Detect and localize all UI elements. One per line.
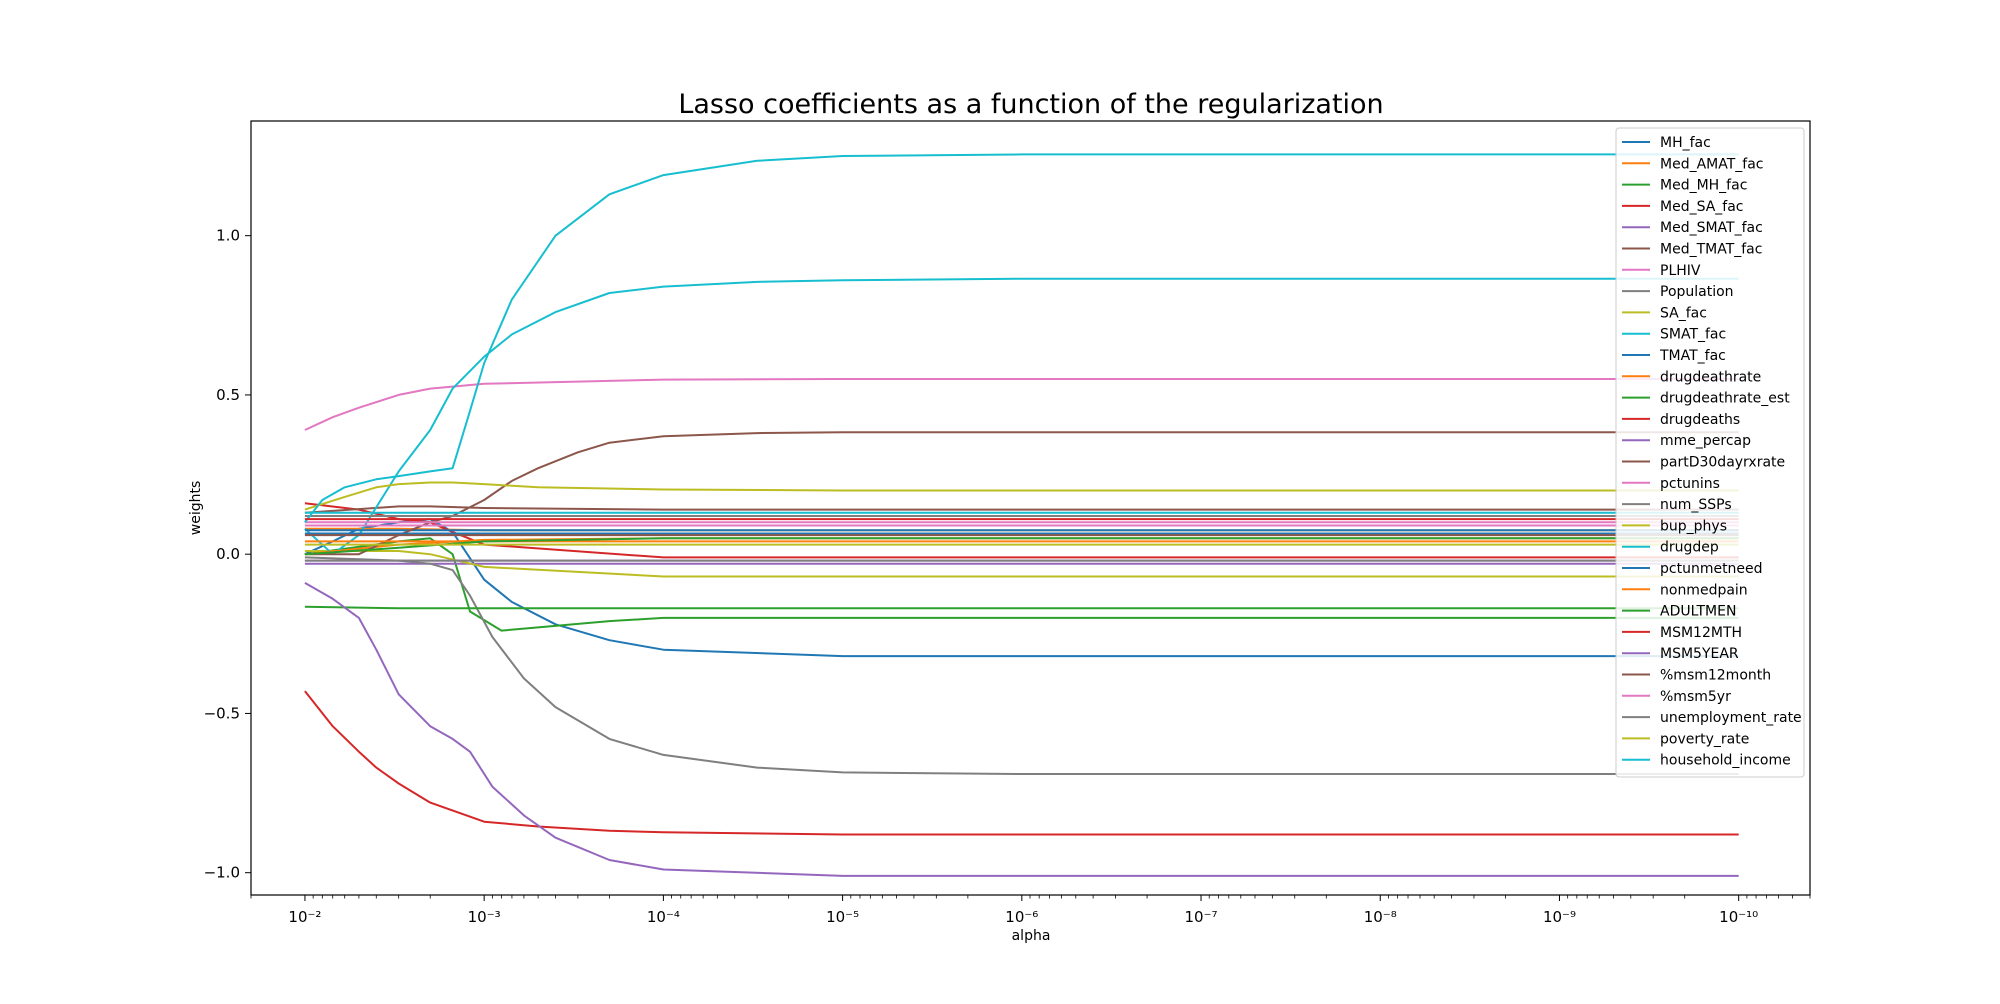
legend-label: drugdeathrate <box>1660 369 1761 385</box>
legend-label: partD30dayrxrate <box>1660 455 1785 471</box>
series-line-2 <box>304 537 1739 632</box>
x-axis-label: alpha <box>1012 928 1051 944</box>
x-tick-label: 10⁻⁹ <box>1543 908 1576 926</box>
legend-label: drugdeathrate_est <box>1660 391 1790 407</box>
x-tick-label: 10⁻¹⁰ <box>1719 908 1758 926</box>
legend-label: mme_percap <box>1660 433 1751 449</box>
series-lines <box>304 153 1739 877</box>
series-line-5 <box>304 505 1739 514</box>
legend-label: Med_MH_fac <box>1660 178 1747 194</box>
legend-label: MH_fac <box>1660 135 1711 151</box>
series-line-7 <box>304 556 1739 775</box>
x-tick-label: 10⁻³ <box>468 908 501 926</box>
legend-label: MSM5YEAR <box>1660 646 1739 662</box>
series-line-14 <box>304 582 1739 877</box>
legend-label: MSM12MTH <box>1660 625 1742 641</box>
legend-label: pctunmetneed <box>1660 561 1763 577</box>
x-tick-label: 10⁻⁴ <box>647 908 680 926</box>
y-tick-label: 1.0 <box>216 227 240 245</box>
legend-label: %msm5yr <box>1660 689 1731 705</box>
legend-label: ADULTMEN <box>1660 604 1736 620</box>
legend-label: %msm12month <box>1660 668 1771 684</box>
legend-label: poverty_rate <box>1660 731 1749 747</box>
series-line-19 <box>304 153 1739 523</box>
series-line-0 <box>304 518 1739 658</box>
y-tick-label: −0.5 <box>204 704 240 722</box>
legend-label: nonmedpain <box>1660 582 1748 598</box>
series-line-18 <box>304 481 1739 511</box>
legend-label: TMAT_fac <box>1659 348 1726 364</box>
legend-label: household_income <box>1660 753 1791 769</box>
legend-label: bup_phys <box>1660 518 1727 534</box>
legend-label: Med_SMAT_fac <box>1660 220 1763 236</box>
plot-area-frame <box>250 120 1811 896</box>
series-line-22 <box>304 537 1739 556</box>
legend-label: pctunins <box>1660 476 1720 492</box>
x-axis: 10⁻² 10⁻³ 10⁻⁴ 10⁻⁵ 10⁻⁶ 10⁻⁷ 10⁻⁸ 10⁻⁹ 10⁻¹⁰ <box>250 895 1811 926</box>
x-tick-label: 10⁻⁷ <box>1185 908 1218 926</box>
x-tick-label: 10⁻⁵ <box>826 908 859 926</box>
y-tick-label: 0.5 <box>216 386 240 404</box>
y-axis-label: weights <box>188 481 204 536</box>
legend-label: PLHIV <box>1660 263 1701 279</box>
legend-label: SA_fac <box>1660 305 1707 321</box>
legend: MH_fac Med_AMAT_fac Med_MH_fac Med_SA_fac Me… <box>1615 127 1805 778</box>
x-tick-label: 10⁻² <box>288 908 321 926</box>
y-tick-label: −1.0 <box>204 864 240 882</box>
chart-title: Lasso coefficients as a function of the … <box>678 89 1383 120</box>
x-tick-label: 10⁻⁶ <box>1005 908 1038 926</box>
legend-label: SMAT_fac <box>1660 327 1726 343</box>
legend-label: num_SSPs <box>1660 497 1732 513</box>
legend-label: Med_TMAT_fac <box>1660 242 1762 258</box>
series-line-8 <box>304 550 1739 578</box>
legend-label: Med_SA_fac <box>1660 199 1744 215</box>
legend-label: unemployment_rate <box>1660 710 1802 726</box>
legend-label: Population <box>1660 284 1734 300</box>
legend-label: drugdep <box>1660 540 1719 556</box>
legend-label: drugdeaths <box>1660 412 1740 428</box>
legend-box <box>1615 127 1805 778</box>
x-tick-label: 10⁻⁸ <box>1364 908 1397 926</box>
legend-label: Med_AMAT_fac <box>1660 156 1763 172</box>
series-line-6 <box>304 378 1739 431</box>
series-line-9 <box>304 277 1739 556</box>
y-axis: −1.0 −0.5 0.0 0.5 1.0 <box>204 227 251 882</box>
series-line-12 <box>304 605 1739 610</box>
y-tick-label: 0.0 <box>216 545 240 563</box>
series-line-13 <box>304 690 1739 836</box>
